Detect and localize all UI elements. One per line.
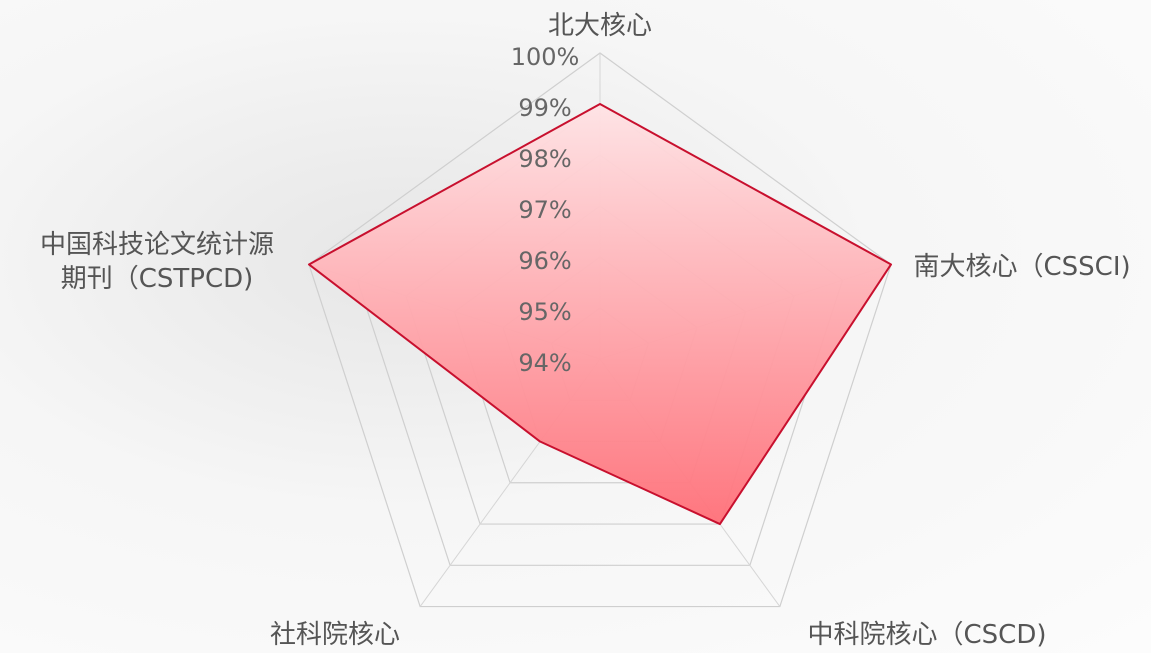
axis-tick-label: 97% [518,196,571,224]
grid-ring [308,52,892,608]
indicator-label: 北大核心 [548,11,653,41]
axis-tick-label: 99% [518,94,571,122]
indicator-label: 社科院核心 [270,620,401,650]
indicator-label: 中国科技论文统计源 期刊（CSTPCD) [40,230,275,294]
indicator-label: 南大核心（CSSCI) [913,252,1131,282]
axis-tick-label: 98% [518,145,571,173]
indicator-label: 中科院核心（CSCD) [807,620,1047,650]
axis-tick-label: 100% [511,43,580,71]
axis-tick-label: 94% [518,349,571,377]
data-area [307,103,893,526]
axis-tick-label: 95% [518,298,571,326]
axis-tick-label: 96% [518,247,571,275]
